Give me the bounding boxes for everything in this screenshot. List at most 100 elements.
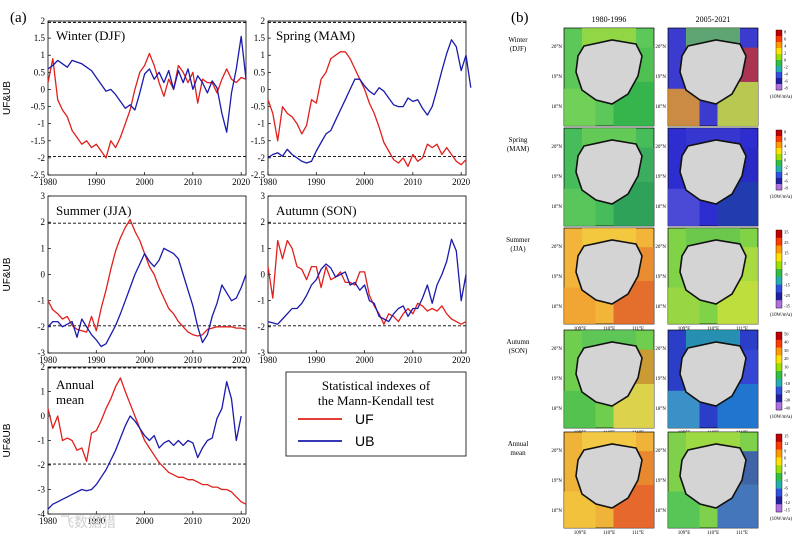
lon-label: 111°E: [736, 531, 748, 534]
lat-label: 20°N: [655, 145, 666, 150]
chart-title: Autumn (SON): [276, 203, 357, 218]
lat-label: 18°N: [551, 205, 562, 210]
colorbar-segment: [776, 284, 782, 293]
lat-label: 19°N: [655, 377, 666, 382]
x-tick-label: 1990: [87, 355, 106, 365]
plot-frame: [267, 195, 467, 354]
colorbar-unit: (10W/m²a): [770, 312, 792, 318]
colorbar-tick-label: 12: [784, 441, 789, 446]
colorbar-segment: [776, 230, 782, 239]
colorbar-tick-label: -30: [784, 397, 791, 402]
colorbar-segment: [776, 36, 782, 43]
column-header: 1980-1996: [592, 15, 627, 24]
colorbar-segment: [776, 441, 782, 450]
row-label: Summer: [506, 236, 530, 244]
y-tick-label: -3: [258, 348, 266, 358]
colorbar-tick-label: 15: [784, 251, 789, 256]
lon-label: 110°E: [707, 531, 719, 534]
x-tick-label: 2000: [356, 355, 375, 365]
hainan-island: [679, 239, 747, 305]
y-tick-label: 1: [41, 387, 46, 397]
colorbar-1: 8 6 4 2 0 -2 -4 -6 -8 (10W/m²a): [770, 30, 792, 101]
y-tick-label: 1.5: [254, 33, 266, 43]
x-tick-label: 2010: [184, 355, 203, 365]
colorbar-segment: [776, 480, 782, 489]
y-tick-label: 1.5: [34, 33, 46, 43]
colorbar-tick-label: -6: [784, 485, 788, 490]
row-label: Annual: [508, 440, 529, 448]
colorbar-unit: (10W/m²a): [770, 414, 792, 420]
lon-label: 111°E: [632, 531, 644, 534]
series-line-ub: [267, 39, 472, 164]
colorbar-tick-label: -20: [784, 389, 791, 394]
lat-label: 19°N: [655, 479, 666, 484]
colorbar-5: 15 12 9 6 3 0 -3 -6 -9 -12 -15 (10W/m²a): [770, 434, 792, 523]
y-tick-label: -1.5: [31, 136, 46, 146]
series-line-uf: [47, 218, 247, 337]
colorbar-segment: [776, 136, 782, 143]
chart-title: Winter (DJF): [56, 28, 125, 43]
colorbar-tick-label: 8: [784, 130, 787, 135]
colorbar-segment: [776, 42, 782, 49]
map-4-2: 20°N 19°N 18°N 109°E 110°E 111°E: [655, 329, 759, 436]
colorbar-segment: [776, 48, 782, 55]
y-tick-label: 0.5: [254, 67, 266, 77]
colorbar-tick-label: 25: [784, 240, 789, 245]
colorbar-frame: [775, 129, 783, 191]
hainan-island: [679, 341, 747, 407]
lat-label: 19°N: [551, 377, 562, 382]
hainan-island: [679, 139, 747, 205]
x-tick-label: 1990: [87, 177, 106, 187]
lat-label: 18°N: [551, 105, 562, 110]
colorbar-tick-label: 40: [784, 340, 789, 345]
colorbar-tick-label: 2: [784, 51, 786, 56]
colorbar-tick-label: 50: [784, 332, 789, 337]
lat-label: 20°N: [551, 145, 562, 150]
colorbar-tick-label: 0: [784, 58, 787, 63]
colorbar-tick-label: -6: [784, 179, 788, 184]
row-label: Autumn: [507, 338, 530, 346]
colorbar-segment: [776, 488, 782, 497]
chart-5: -4 -3 -2 -1 0 1 2 1980 1990 2000 2010 2020 Annualmea…: [2, 362, 251, 526]
lat-label: 20°N: [551, 45, 562, 50]
x-tick-label: 2010: [404, 177, 423, 187]
y-tick-label: -3: [38, 348, 46, 358]
colorbar-tick-label: -8: [784, 186, 788, 191]
hainan-island: [575, 341, 643, 407]
y-tick-label: -0.5: [31, 102, 46, 112]
colorbar-segment: [776, 30, 782, 37]
y-tick-label: -1: [38, 296, 46, 306]
y-tick-label: 0.5: [34, 67, 46, 77]
colorbar-tick-label: 0: [784, 373, 787, 378]
y-tick-label: -1: [258, 119, 266, 129]
x-tick-label: 2020: [232, 516, 251, 526]
colorbar-tick-label: 4: [784, 44, 787, 49]
y-tick-label: 2: [41, 217, 46, 227]
y-tick-label: 2: [261, 16, 266, 26]
lat-label: 18°N: [551, 407, 562, 412]
lat-label: 20°N: [551, 449, 562, 454]
colorbar-segment: [776, 178, 782, 185]
colorbar-segment: [776, 72, 782, 79]
colorbar-2: 8 6 4 2 0 -2 -4 -6 -8 (10W/m²a): [770, 130, 792, 201]
colorbar-segment: [776, 166, 782, 173]
colorbar-segment: [776, 84, 782, 91]
lat-label: 19°N: [551, 175, 562, 180]
chart-title: mean: [56, 392, 85, 407]
colorbar-tick-label: 5: [784, 261, 787, 266]
colorbar-tick-label: -2: [784, 165, 788, 170]
colorbar-frame: [775, 331, 783, 411]
colorbar-segment: [776, 269, 782, 278]
colorbar-segment: [776, 473, 782, 482]
row-label: (DJF): [510, 45, 527, 53]
colorbar-tick-label: 2: [784, 151, 786, 156]
y-tick-label: 1: [41, 243, 46, 253]
colorbar-segment: [776, 504, 782, 513]
series-line-uf: [267, 51, 467, 168]
lat-label: 20°N: [655, 245, 666, 250]
lat-label: 18°N: [655, 407, 666, 412]
colorbar-tick-label: 30: [784, 348, 789, 353]
